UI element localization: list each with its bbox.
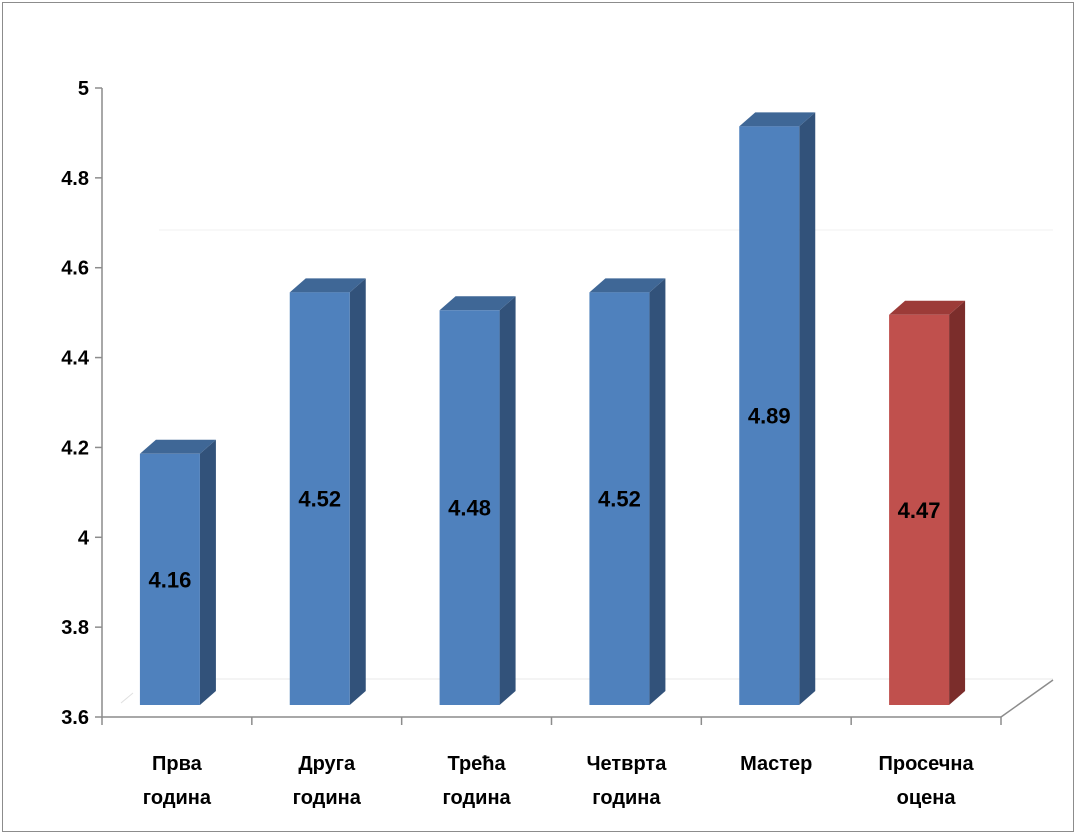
bar-top bbox=[739, 112, 816, 127]
bar bbox=[889, 314, 950, 705]
category-label: Прва bbox=[152, 753, 203, 775]
data-label: 4.52 bbox=[598, 487, 641, 512]
bar-group bbox=[889, 300, 966, 705]
value-axis: 3.6 3.8 4 4.2 4.4 4.6 4.8 5 bbox=[61, 78, 1002, 729]
y-tick-label: 4.6 bbox=[61, 258, 89, 280]
category-label: Мастер bbox=[740, 753, 812, 775]
bar bbox=[139, 453, 200, 705]
y-tick-label: 5 bbox=[78, 78, 89, 100]
bar-group bbox=[439, 296, 516, 705]
bar-side bbox=[649, 278, 666, 705]
floor-left-edge bbox=[120, 692, 134, 704]
category-label: година bbox=[592, 787, 661, 809]
bar bbox=[289, 292, 350, 705]
bar bbox=[439, 310, 500, 705]
bar-side bbox=[949, 300, 966, 705]
data-label: 4.89 bbox=[748, 404, 791, 429]
category-label: година bbox=[143, 787, 212, 809]
data-label: 4.16 bbox=[149, 567, 192, 592]
bar-side bbox=[799, 112, 816, 706]
bar-side bbox=[349, 278, 366, 705]
bar-side bbox=[199, 439, 216, 705]
bar-top bbox=[589, 278, 666, 293]
bars bbox=[139, 112, 966, 706]
bar-group bbox=[589, 278, 666, 705]
bar-top bbox=[289, 278, 366, 293]
bar-side bbox=[499, 296, 516, 705]
bar-group bbox=[289, 278, 366, 705]
category-label: Просечна bbox=[879, 753, 975, 775]
y-tick-label: 4.2 bbox=[61, 437, 89, 459]
category-label: Друга bbox=[298, 753, 356, 775]
y-tick-label: 4.8 bbox=[61, 168, 89, 190]
category-label: Трећа bbox=[448, 753, 507, 775]
bar-top bbox=[889, 300, 966, 315]
category-label: година bbox=[293, 787, 362, 809]
y-tick-label: 4 bbox=[78, 527, 90, 549]
bar-top bbox=[139, 439, 216, 454]
data-label: 4.47 bbox=[898, 498, 941, 523]
bar-group bbox=[739, 112, 816, 706]
data-label: 4.48 bbox=[448, 496, 491, 521]
category-label: година bbox=[442, 787, 511, 809]
y-tick-label: 3.8 bbox=[61, 617, 89, 639]
bar bbox=[739, 126, 800, 706]
category-label: Четврта bbox=[586, 753, 667, 775]
bar-top bbox=[439, 296, 516, 311]
bar-group bbox=[139, 439, 216, 705]
y-tick-label: 3.6 bbox=[61, 707, 89, 729]
category-label: оцена bbox=[897, 787, 957, 809]
floor-right-edge bbox=[1000, 679, 1054, 718]
labels: 4.16 Прва година 4.52 Друга година 4.48 Трећа го… bbox=[143, 404, 975, 809]
data-label: 4.52 bbox=[298, 487, 341, 512]
y-tick-label: 4.4 bbox=[61, 348, 90, 370]
bar bbox=[589, 292, 650, 705]
bar-chart: 3.6 3.8 4 4.2 4.4 4.6 4.8 5 4.16 Прва година 4.52 Д… bbox=[61, 78, 1054, 809]
